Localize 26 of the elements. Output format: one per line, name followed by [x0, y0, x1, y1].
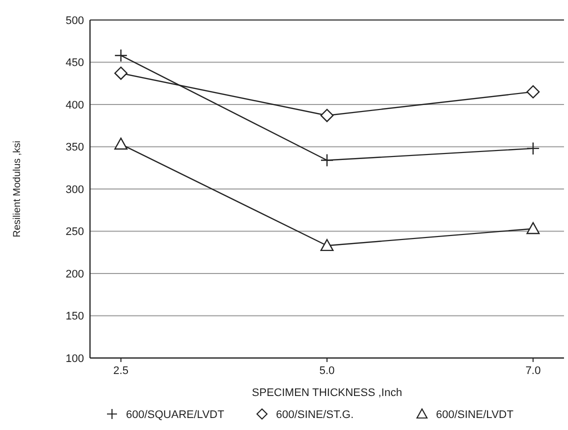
y-tick-label: 400 [66, 99, 84, 112]
y-tick-label: 500 [66, 14, 84, 27]
legend-label: 600/SINE/LVDT [436, 409, 514, 421]
point [320, 108, 334, 122]
point [320, 154, 334, 167]
legend-label: 600/SQUARE/LVDT [126, 409, 224, 421]
point [114, 138, 128, 150]
x-tick-label: 5.0 [319, 365, 335, 377]
point [526, 222, 540, 234]
y-tick-label: 250 [66, 226, 84, 238]
point [526, 142, 540, 156]
x-tick-label: 2.5 [113, 365, 129, 377]
point [526, 85, 540, 98]
y-tick-label: 350 [66, 142, 84, 154]
y-tick-label: 100 [66, 352, 84, 365]
legend-label: 600/SINE/ST.G. [276, 409, 354, 421]
point [320, 239, 334, 252]
y-tick-label: 300 [66, 184, 84, 196]
x-tick-label: 7.0 [525, 365, 541, 377]
x-axis-title: SPECIMEN THICKNESS ,Inch [252, 387, 402, 399]
point [114, 66, 128, 80]
y-axis-title: Resilient Modulus ,ksi [12, 140, 23, 238]
y-tick-label: 450 [66, 57, 84, 70]
y-tick-label: 200 [66, 268, 84, 280]
point [114, 48, 128, 62]
y-tick-label: 150 [66, 310, 84, 323]
